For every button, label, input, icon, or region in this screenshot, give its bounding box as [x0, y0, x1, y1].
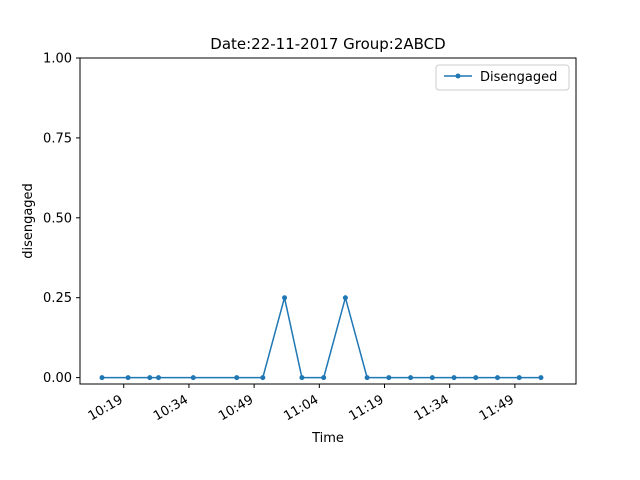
legend: Disengaged [435, 64, 570, 91]
y-tick-label: 1.00 [43, 52, 72, 67]
data-point [99, 375, 105, 381]
data-point [234, 375, 240, 381]
data-point [495, 375, 500, 381]
data-point [429, 375, 435, 381]
x-tick-label: 10:49 [216, 392, 256, 424]
y-tick-label: 0.75 [43, 131, 72, 146]
data-point [299, 375, 305, 381]
x-axis-label: Time [311, 431, 344, 446]
data-point [386, 375, 392, 381]
data-point [342, 295, 348, 301]
data-point [538, 375, 544, 381]
data-point [125, 375, 131, 381]
data-point [321, 375, 327, 381]
x-tick-label: 10:19 [86, 392, 126, 424]
data-point [260, 375, 266, 381]
x-tick-label: 11:34 [412, 392, 452, 424]
y-tick-label: 0.00 [43, 371, 72, 386]
data-point [516, 375, 522, 381]
data-point [282, 295, 288, 301]
y-tick-label: 0.50 [43, 211, 72, 226]
x-tick-label: 11:19 [347, 392, 387, 424]
data-point [473, 375, 479, 381]
data-point [364, 375, 370, 381]
chart-title: Date:22-11-2017 Group:2ABCD [210, 35, 445, 53]
y-axis: 0.00 0.25 0.50 0.75 1.00 [43, 52, 80, 386]
data-point [408, 375, 414, 381]
legend-label: Disengaged [480, 70, 557, 85]
data-point [147, 375, 153, 381]
x-tick-label: 11:49 [477, 392, 517, 424]
x-axis: 10:19 10:34 10:49 11:04 11:19 11:34 11:49 [86, 384, 517, 424]
plot-area [79, 57, 577, 385]
y-axis-label: disengaged [21, 183, 36, 259]
series-layer [99, 294, 544, 381]
legend-dot-marker [455, 73, 461, 79]
data-point [190, 375, 196, 381]
series-line [102, 294, 541, 379]
x-tick-label: 11:04 [281, 392, 321, 424]
data-point [156, 375, 161, 381]
x-tick-label: 10:34 [151, 392, 191, 424]
legend-box [435, 64, 570, 91]
y-tick-label: 0.25 [43, 291, 72, 306]
data-point [451, 375, 457, 381]
